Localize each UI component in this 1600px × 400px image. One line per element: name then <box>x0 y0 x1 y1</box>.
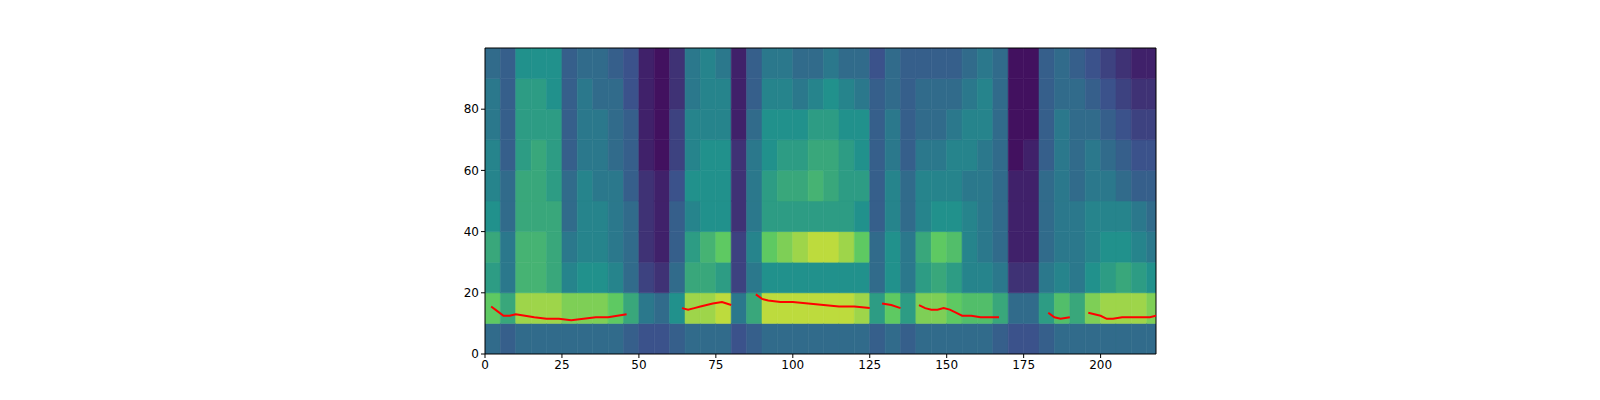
svg-text:200: 200 <box>1089 358 1112 372</box>
svg-text:50: 50 <box>631 358 646 372</box>
svg-text:25: 25 <box>554 358 569 372</box>
svg-text:60: 60 <box>464 164 479 178</box>
svg-text:40: 40 <box>464 225 479 239</box>
svg-text:125: 125 <box>858 358 881 372</box>
svg-text:20: 20 <box>464 286 479 300</box>
svg-text:80: 80 <box>464 102 479 116</box>
svg-text:175: 175 <box>1012 358 1035 372</box>
svg-text:75: 75 <box>708 358 723 372</box>
svg-text:150: 150 <box>935 358 958 372</box>
svg-text:0: 0 <box>481 358 489 372</box>
svg-text:0: 0 <box>471 347 479 361</box>
svg-text:100: 100 <box>781 358 804 372</box>
